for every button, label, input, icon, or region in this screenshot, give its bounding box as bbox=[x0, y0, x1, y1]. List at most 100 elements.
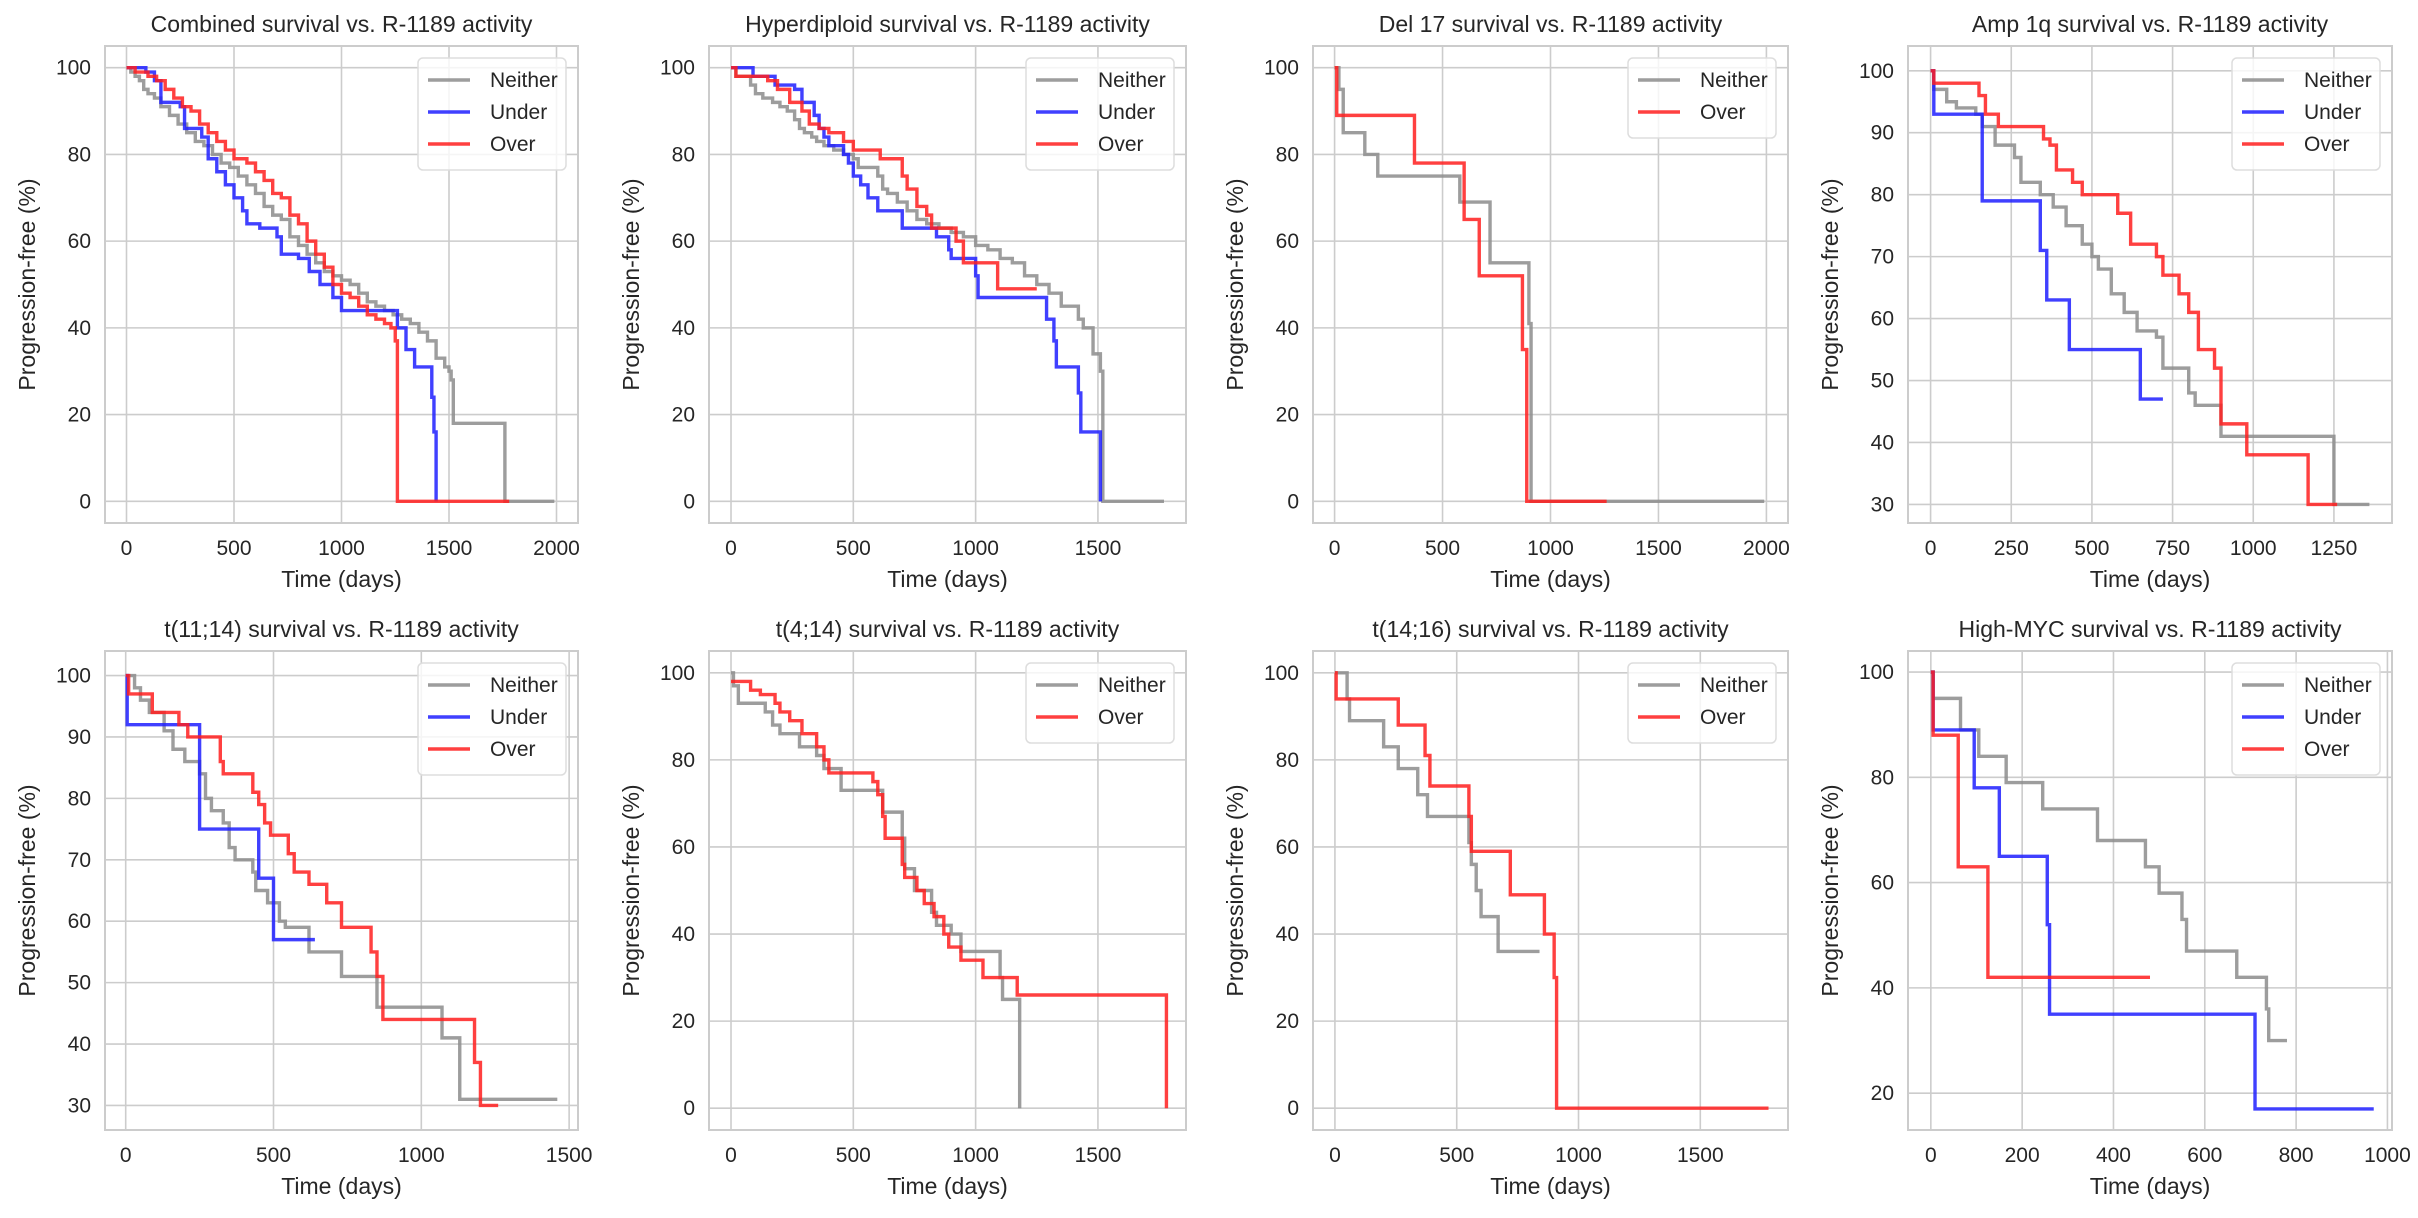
y-tick-label: 100 bbox=[660, 57, 695, 80]
y-axis-label: Progression-free (%) bbox=[14, 178, 40, 390]
x-axis-label: Time (days) bbox=[887, 1173, 1008, 1199]
axes-frame bbox=[104, 45, 579, 524]
legend-label: Under bbox=[490, 101, 547, 124]
x-tick-label: 1500 bbox=[1075, 1144, 1122, 1167]
x-axis-label: Time (days) bbox=[887, 566, 1008, 592]
legend-box bbox=[2231, 662, 2381, 776]
y-tick-label: 60 bbox=[1276, 230, 1299, 253]
x-tick-label: 1000 bbox=[952, 537, 999, 560]
x-tick-label: 400 bbox=[2096, 1144, 2131, 1167]
legend-label: Neither bbox=[1700, 69, 1768, 92]
x-tick-label: 500 bbox=[836, 1144, 871, 1167]
legend-label: Over bbox=[490, 738, 536, 761]
y-tick-label: 20 bbox=[1276, 404, 1299, 427]
x-tick-label: 1000 bbox=[398, 1144, 445, 1167]
series-line-under bbox=[126, 65, 438, 502]
x-tick-label: 500 bbox=[1439, 1144, 1474, 1167]
y-tick-label: 40 bbox=[1871, 431, 1894, 454]
y-axis-label: Progression-free (%) bbox=[1222, 784, 1248, 996]
x-tick-label: 0 bbox=[1329, 537, 1341, 560]
subplot-title: Combined survival vs. R-1189 activity bbox=[151, 11, 533, 37]
x-tick-label: 0 bbox=[1925, 1144, 1937, 1167]
axes-frame bbox=[708, 650, 1187, 1131]
x-tick-label: 250 bbox=[1994, 537, 2029, 560]
series-line-under bbox=[1930, 69, 2163, 401]
legend-box bbox=[1025, 57, 1175, 171]
series-line-over bbox=[731, 65, 1037, 291]
x-tick-label: 1000 bbox=[1527, 537, 1574, 560]
axes-frame bbox=[1907, 45, 2393, 524]
y-tick-label: 100 bbox=[1264, 57, 1299, 80]
y-tick-label: 40 bbox=[672, 923, 695, 946]
series-line-under bbox=[731, 65, 1103, 502]
x-tick-label: 500 bbox=[216, 537, 251, 560]
legend-label: Neither bbox=[1700, 674, 1768, 697]
legend-label: Over bbox=[1098, 133, 1144, 156]
y-tick-label: 80 bbox=[68, 787, 91, 810]
x-tick-label: 500 bbox=[2074, 537, 2109, 560]
legend-label: Over bbox=[2304, 738, 2350, 761]
y-tick-label: 30 bbox=[1871, 493, 1894, 516]
y-tick-label: 100 bbox=[56, 665, 91, 688]
x-tick-label: 0 bbox=[121, 537, 133, 560]
x-axis-label: Time (days) bbox=[2090, 1173, 2211, 1199]
series-line-over bbox=[1334, 671, 1769, 1110]
series-line-over bbox=[125, 673, 499, 1108]
series-line-neither bbox=[1334, 65, 1765, 504]
y-tick-label: 0 bbox=[79, 490, 91, 513]
legend-label: Over bbox=[1098, 706, 1144, 729]
x-axis-label: Time (days) bbox=[2090, 566, 2211, 592]
series-line-under bbox=[1930, 670, 2374, 1111]
x-tick-label: 500 bbox=[1425, 537, 1460, 560]
axes-frame bbox=[1907, 650, 2393, 1131]
y-tick-label: 60 bbox=[1276, 836, 1299, 859]
y-axis-label: Progression-free (%) bbox=[1817, 784, 1843, 996]
x-tick-label: 1000 bbox=[2230, 537, 2277, 560]
y-tick-label: 80 bbox=[672, 143, 695, 166]
x-tick-label: 0 bbox=[725, 537, 737, 560]
legend-label: Under bbox=[2304, 101, 2361, 124]
subplot-8: 0 200 400 600 800 1000 20 40 60 80 100 High-MYC sur… bbox=[1817, 616, 2411, 1199]
legend-label: Neither bbox=[1098, 674, 1166, 697]
subplot-title: High-MYC survival vs. R-1189 activity bbox=[1958, 616, 2342, 642]
x-tick-label: 1500 bbox=[426, 537, 473, 560]
x-tick-label: 1250 bbox=[2311, 537, 2358, 560]
subplot-title: Del 17 survival vs. R-1189 activity bbox=[1379, 11, 1723, 37]
y-tick-label: 60 bbox=[68, 230, 91, 253]
y-tick-label: 30 bbox=[68, 1094, 91, 1117]
x-tick-label: 2000 bbox=[1743, 537, 1790, 560]
subplot-5: 0 500 1000 1500 30 40 50 60 70 80 90 100 t(11;14) su… bbox=[14, 616, 592, 1199]
y-tick-label: 20 bbox=[1276, 1010, 1299, 1033]
y-tick-label: 100 bbox=[56, 57, 91, 80]
y-tick-label: 40 bbox=[68, 1033, 91, 1056]
legend-label: Under bbox=[490, 706, 547, 729]
y-tick-label: 50 bbox=[1871, 370, 1894, 393]
y-tick-label: 0 bbox=[1287, 1097, 1299, 1120]
legend: Neither Over bbox=[1025, 662, 1175, 744]
y-tick-label: 0 bbox=[1287, 490, 1299, 513]
y-tick-label: 80 bbox=[1871, 766, 1894, 789]
legend-label: Neither bbox=[1098, 69, 1166, 92]
y-axis-label: Progression-free (%) bbox=[14, 784, 40, 996]
y-tick-label: 90 bbox=[68, 726, 91, 749]
series-line-over bbox=[1334, 65, 1607, 504]
legend-label: Under bbox=[1098, 101, 1155, 124]
x-tick-label: 500 bbox=[836, 537, 871, 560]
subplot-title: t(11;14) survival vs. R-1189 activity bbox=[164, 616, 519, 642]
y-tick-label: 70 bbox=[68, 849, 91, 872]
legend-label: Over bbox=[1700, 101, 1746, 124]
legend: Neither Under Over bbox=[1025, 57, 1175, 171]
y-tick-label: 80 bbox=[68, 143, 91, 166]
y-tick-label: 20 bbox=[1871, 1082, 1894, 1105]
subplot-title: Amp 1q survival vs. R-1189 activity bbox=[1972, 11, 2329, 37]
legend-label: Under bbox=[2304, 706, 2361, 729]
x-axis-label: Time (days) bbox=[1490, 1173, 1611, 1199]
series-line-over bbox=[731, 679, 1169, 1109]
subplot-2: 0 500 1000 1500 0 20 40 60 80 100 Hyperdiploid sur… bbox=[618, 11, 1187, 592]
x-tick-label: 0 bbox=[120, 1144, 132, 1167]
y-axis-label: Progression-free (%) bbox=[1817, 178, 1843, 390]
subplot-1: 0 500 1000 1500 2000 0 20 40 60 80 100 Combined sur… bbox=[14, 11, 580, 592]
y-tick-label: 0 bbox=[683, 490, 695, 513]
x-axis-label: Time (days) bbox=[1490, 566, 1611, 592]
y-tick-label: 20 bbox=[68, 404, 91, 427]
